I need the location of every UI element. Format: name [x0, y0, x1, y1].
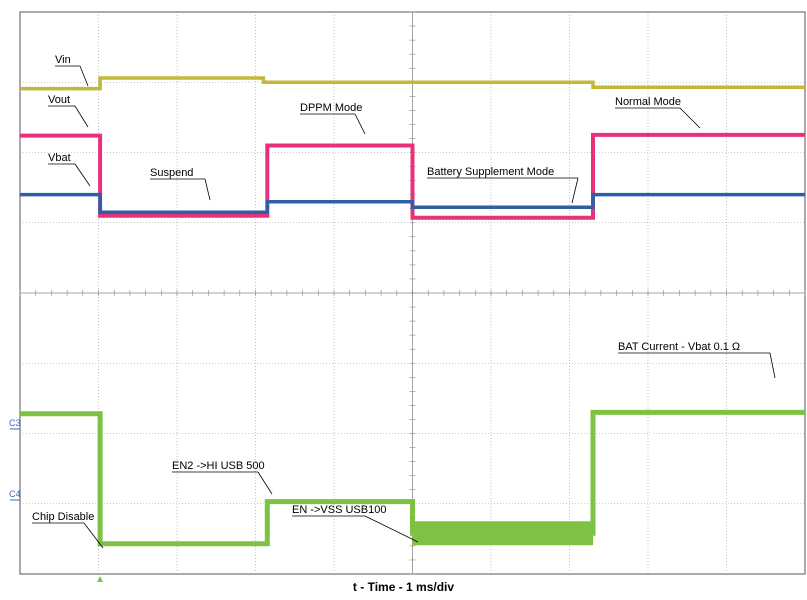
annotation-en: EN ->VSS USB100 — [292, 504, 386, 516]
annotation-bat-current: BAT Current - Vbat 0.1 Ω — [618, 341, 740, 353]
grid — [19, 11, 806, 575]
annotation-normal: Normal Mode — [615, 96, 681, 108]
annotation-leader — [257, 471, 273, 495]
annotation-battery-supplement: Battery Supplement Mode — [427, 166, 554, 178]
annotation-vout: Vout — [48, 94, 70, 106]
trigger-marker-icon — [97, 576, 104, 582]
annotation-en2: EN2 ->HI USB 500 — [172, 460, 265, 472]
trace-current-band — [412, 521, 594, 546]
annotation-leader — [679, 107, 701, 129]
annotation-leader — [79, 65, 89, 87]
annotation-leader — [83, 522, 104, 549]
annotation-leader — [74, 105, 89, 128]
annotations: Vin Vout Vbat Suspend DPPM Mode Battery Suppl… — [32, 54, 776, 549]
annotation-suspend: Suspend — [150, 167, 193, 179]
annotation-vin: Vin — [55, 54, 71, 66]
trace-vout — [20, 132, 805, 220]
annotation-dppm: DPPM Mode — [300, 102, 362, 114]
annotation-chip-disable: Chip Disable — [32, 511, 94, 523]
traces — [20, 76, 805, 547]
annotation-leader — [204, 178, 211, 201]
annotation-leader — [571, 177, 579, 204]
trace-vin — [20, 76, 805, 91]
channel-marker-c3: C3 — [9, 418, 21, 428]
annotation-leader — [769, 352, 776, 379]
annotation-leader — [74, 163, 91, 187]
annotation-leader — [354, 113, 366, 135]
trace-current — [20, 409, 805, 547]
channel-markers: C3 C4 — [9, 418, 104, 582]
annotation-leader — [364, 515, 419, 543]
x-axis-label: t - Time - 1 ms/div — [352, 580, 455, 594]
channel-marker-c4: C4 — [9, 489, 21, 499]
trace-vbat — [20, 192, 805, 214]
annotation-vbat: Vbat — [48, 152, 71, 164]
